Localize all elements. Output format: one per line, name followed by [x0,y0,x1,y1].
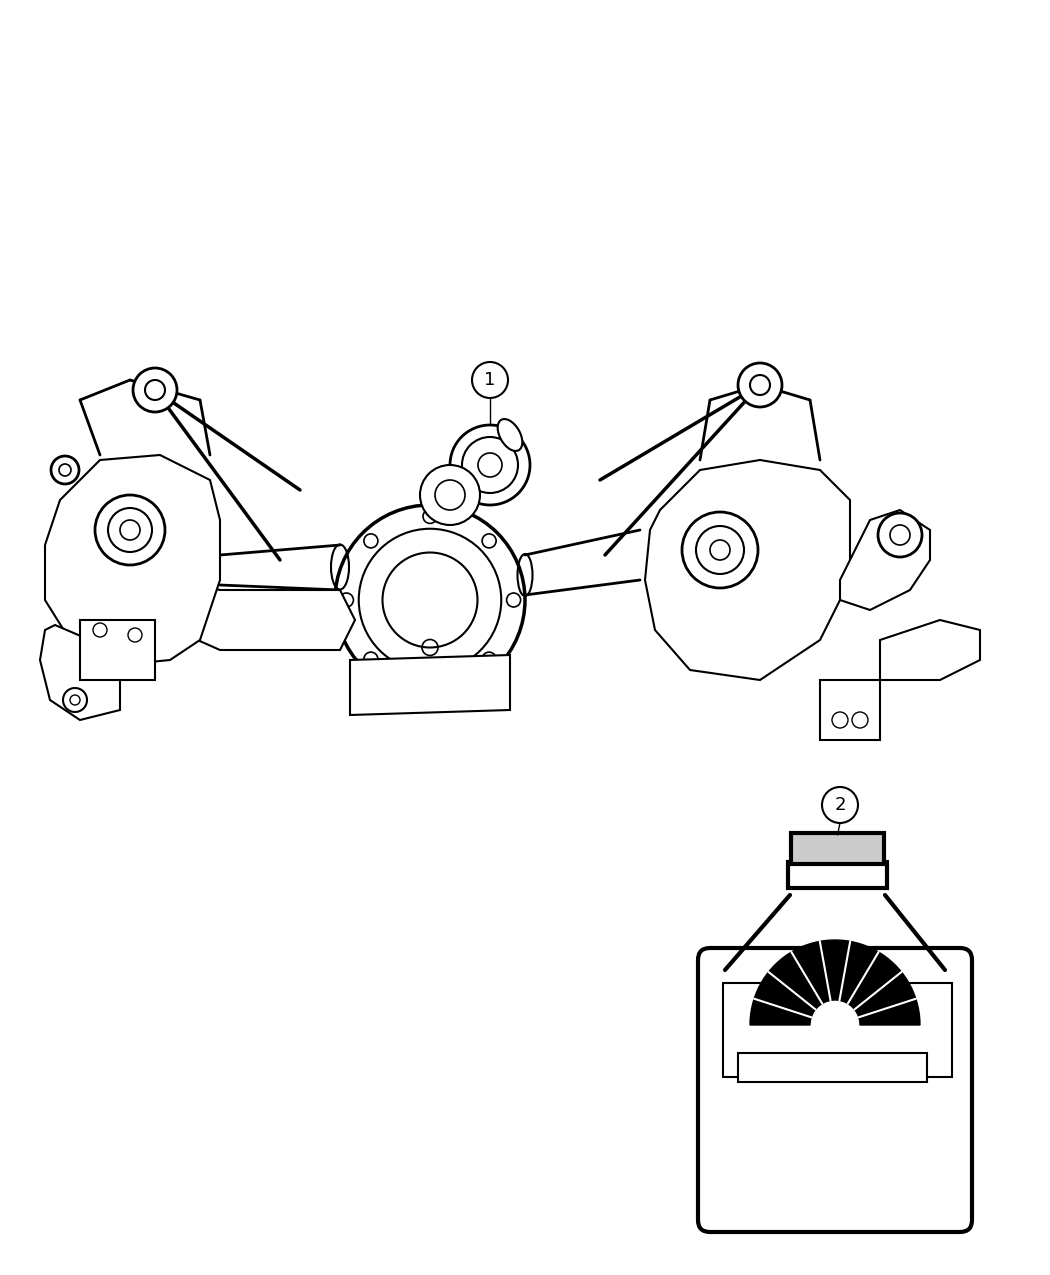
FancyBboxPatch shape [738,1053,927,1082]
Circle shape [420,465,480,525]
FancyBboxPatch shape [788,862,887,887]
Circle shape [822,787,858,822]
Circle shape [878,513,922,557]
Text: 1: 1 [484,371,496,389]
Circle shape [63,688,87,711]
Circle shape [826,686,854,714]
FancyBboxPatch shape [791,833,884,864]
Polygon shape [840,510,930,609]
Circle shape [335,505,525,695]
Polygon shape [45,455,220,666]
Circle shape [51,456,79,484]
Circle shape [133,368,177,412]
Circle shape [738,363,782,407]
Circle shape [94,495,165,565]
Ellipse shape [498,419,522,451]
Circle shape [472,362,508,398]
Polygon shape [750,940,920,1025]
Polygon shape [880,620,980,680]
FancyBboxPatch shape [723,983,952,1077]
Circle shape [682,513,758,588]
Polygon shape [165,580,355,650]
Polygon shape [645,460,851,680]
Polygon shape [40,625,120,720]
Polygon shape [350,655,510,715]
FancyBboxPatch shape [698,949,972,1232]
Circle shape [450,425,530,505]
Polygon shape [80,620,155,680]
Text: 2: 2 [835,796,845,813]
Polygon shape [820,680,880,740]
